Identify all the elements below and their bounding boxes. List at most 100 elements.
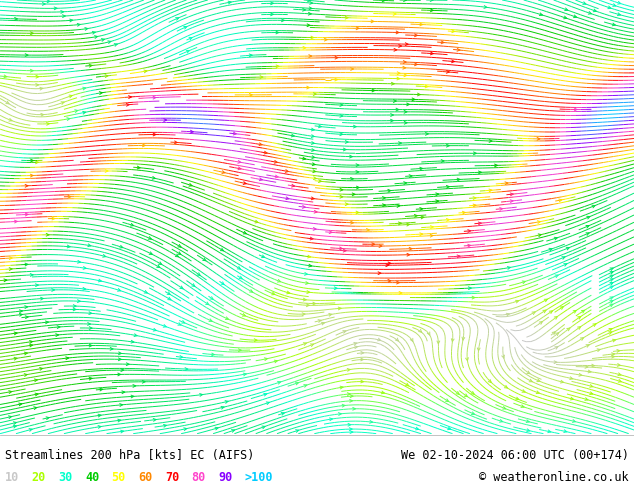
FancyArrowPatch shape: [430, 234, 433, 237]
FancyArrowPatch shape: [13, 422, 16, 424]
FancyArrowPatch shape: [415, 427, 418, 430]
FancyArrowPatch shape: [87, 244, 91, 246]
FancyArrowPatch shape: [526, 420, 529, 422]
FancyArrowPatch shape: [221, 248, 223, 251]
FancyArrowPatch shape: [366, 228, 370, 231]
FancyArrowPatch shape: [468, 230, 470, 232]
FancyArrowPatch shape: [40, 87, 42, 90]
FancyArrowPatch shape: [543, 310, 546, 313]
FancyArrowPatch shape: [56, 334, 58, 337]
FancyArrowPatch shape: [361, 380, 363, 383]
FancyArrowPatch shape: [573, 419, 576, 422]
FancyArrowPatch shape: [30, 341, 32, 343]
FancyArrowPatch shape: [420, 167, 423, 170]
FancyArrowPatch shape: [131, 341, 134, 343]
FancyArrowPatch shape: [506, 313, 509, 316]
FancyArrowPatch shape: [397, 281, 399, 284]
FancyArrowPatch shape: [418, 329, 422, 332]
FancyArrowPatch shape: [391, 119, 393, 122]
FancyArrowPatch shape: [295, 382, 299, 385]
FancyArrowPatch shape: [120, 430, 124, 433]
FancyArrowPatch shape: [356, 164, 359, 167]
FancyArrowPatch shape: [436, 193, 439, 196]
FancyArrowPatch shape: [276, 31, 279, 34]
FancyArrowPatch shape: [581, 310, 585, 313]
FancyArrowPatch shape: [567, 328, 570, 331]
FancyArrowPatch shape: [593, 324, 596, 326]
FancyArrowPatch shape: [510, 200, 513, 202]
FancyArrowPatch shape: [77, 261, 81, 263]
FancyArrowPatch shape: [24, 374, 27, 376]
FancyArrowPatch shape: [349, 428, 352, 430]
FancyArrowPatch shape: [286, 197, 289, 199]
FancyArrowPatch shape: [560, 380, 564, 383]
FancyArrowPatch shape: [309, 7, 312, 10]
FancyArrowPatch shape: [405, 43, 408, 46]
FancyArrowPatch shape: [549, 248, 552, 251]
FancyArrowPatch shape: [243, 373, 246, 376]
Text: >100: >100: [245, 471, 273, 484]
FancyArrowPatch shape: [612, 4, 616, 6]
FancyArrowPatch shape: [148, 237, 152, 239]
FancyArrowPatch shape: [564, 264, 567, 266]
FancyArrowPatch shape: [379, 245, 382, 247]
FancyArrowPatch shape: [396, 338, 398, 341]
FancyArrowPatch shape: [238, 161, 241, 163]
FancyArrowPatch shape: [468, 244, 470, 247]
FancyArrowPatch shape: [228, 1, 231, 4]
FancyArrowPatch shape: [610, 301, 613, 303]
FancyArrowPatch shape: [555, 333, 559, 336]
FancyArrowPatch shape: [307, 24, 310, 26]
FancyArrowPatch shape: [110, 347, 113, 350]
FancyArrowPatch shape: [225, 317, 228, 319]
FancyArrowPatch shape: [329, 231, 332, 234]
FancyArrowPatch shape: [82, 288, 86, 290]
FancyArrowPatch shape: [281, 19, 284, 22]
FancyArrowPatch shape: [540, 321, 542, 324]
FancyArrowPatch shape: [143, 144, 145, 147]
FancyArrowPatch shape: [566, 247, 569, 250]
FancyArrowPatch shape: [182, 320, 184, 323]
FancyArrowPatch shape: [15, 220, 17, 223]
FancyArrowPatch shape: [243, 182, 246, 184]
FancyArrowPatch shape: [205, 302, 209, 305]
FancyArrowPatch shape: [278, 381, 281, 384]
FancyArrowPatch shape: [174, 141, 178, 144]
FancyArrowPatch shape: [446, 145, 450, 147]
Text: We 02-10-2024 06:00 UTC (00+174): We 02-10-2024 06:00 UTC (00+174): [401, 449, 629, 463]
FancyArrowPatch shape: [457, 255, 460, 258]
FancyArrowPatch shape: [259, 143, 262, 146]
FancyArrowPatch shape: [386, 264, 389, 267]
FancyArrowPatch shape: [307, 291, 310, 294]
FancyArrowPatch shape: [441, 41, 444, 44]
FancyArrowPatch shape: [436, 200, 439, 203]
FancyArrowPatch shape: [98, 279, 101, 282]
FancyArrowPatch shape: [313, 163, 315, 166]
FancyArrowPatch shape: [57, 326, 60, 328]
FancyArrowPatch shape: [36, 84, 39, 86]
FancyArrowPatch shape: [114, 44, 117, 46]
FancyArrowPatch shape: [34, 407, 37, 410]
FancyArrowPatch shape: [555, 275, 558, 277]
Text: 80: 80: [191, 471, 205, 484]
FancyArrowPatch shape: [25, 316, 28, 318]
FancyArrowPatch shape: [105, 74, 108, 77]
FancyArrowPatch shape: [565, 8, 567, 11]
FancyArrowPatch shape: [538, 220, 540, 223]
FancyArrowPatch shape: [311, 135, 314, 138]
FancyArrowPatch shape: [285, 170, 288, 172]
FancyArrowPatch shape: [100, 92, 102, 95]
FancyArrowPatch shape: [554, 317, 557, 319]
FancyArrowPatch shape: [122, 391, 125, 393]
FancyArrowPatch shape: [264, 358, 268, 361]
FancyArrowPatch shape: [397, 72, 400, 74]
FancyArrowPatch shape: [586, 216, 590, 219]
FancyArrowPatch shape: [98, 425, 101, 428]
FancyArrowPatch shape: [500, 208, 503, 210]
Text: 60: 60: [138, 471, 152, 484]
FancyArrowPatch shape: [342, 404, 345, 407]
FancyArrowPatch shape: [304, 385, 307, 387]
FancyArrowPatch shape: [340, 247, 342, 250]
FancyArrowPatch shape: [590, 392, 593, 394]
FancyArrowPatch shape: [391, 114, 394, 117]
